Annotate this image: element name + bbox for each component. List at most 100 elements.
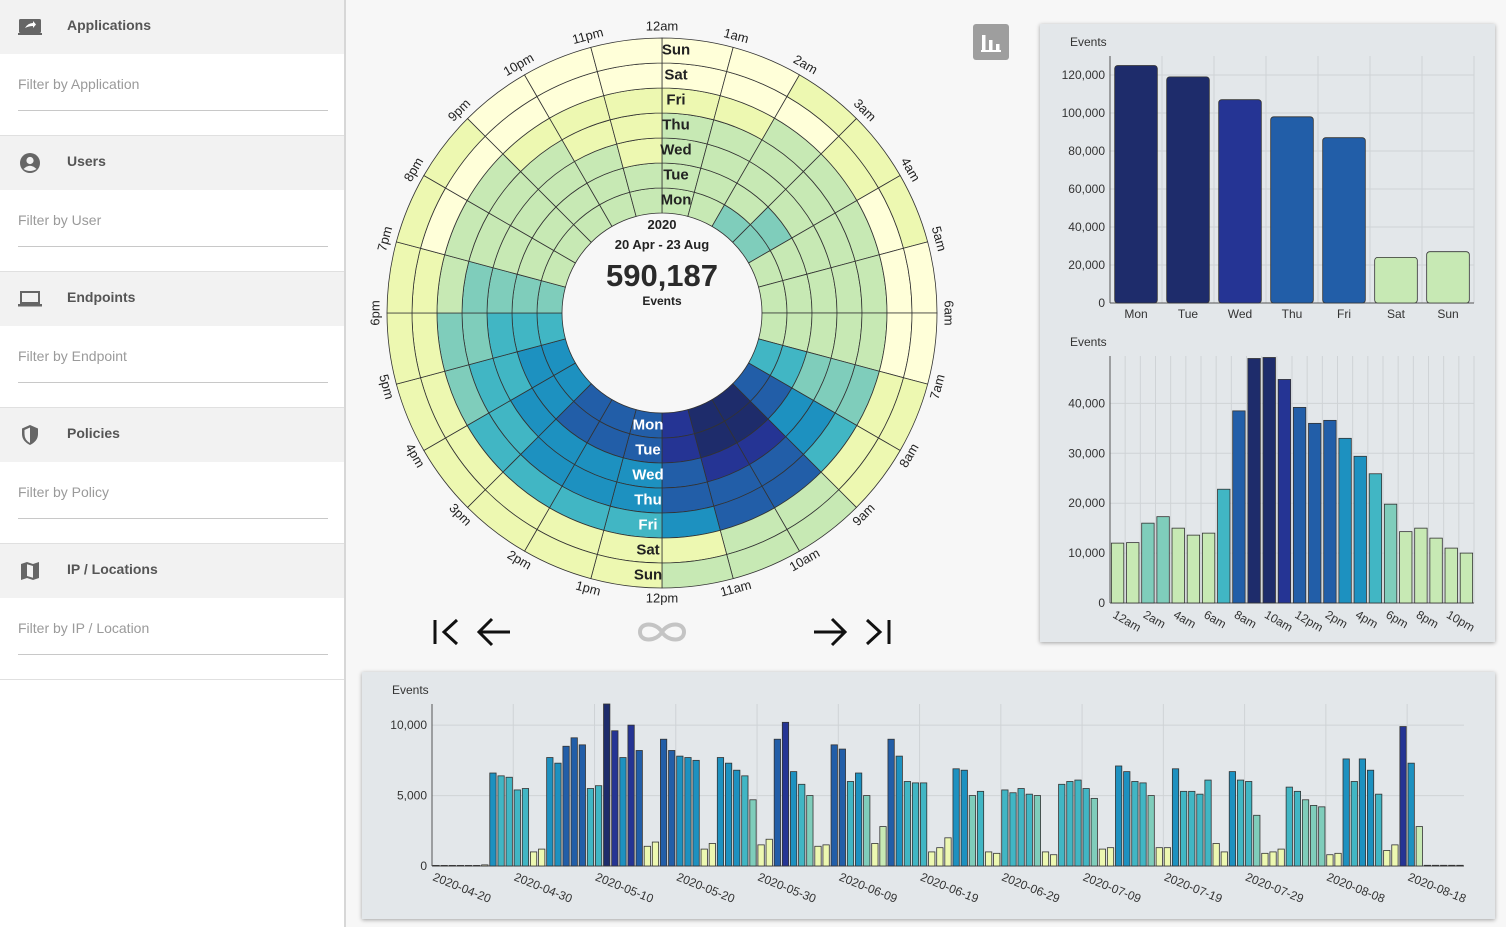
x-tick-label: Fri (1337, 307, 1351, 321)
day-label: Fri (638, 516, 657, 533)
daily-bar-chart[interactable]: Events 0 5,000 10,000 2020-04-20 2020-04-30 20… (362, 672, 1495, 919)
bar (1353, 455, 1367, 604)
bar (1166, 76, 1210, 304)
bar (692, 759, 700, 867)
day-label: Thu (634, 491, 662, 508)
bar (1308, 422, 1322, 604)
bar (773, 738, 781, 867)
ip-location-filter-field[interactable] (18, 612, 328, 655)
bar-chart-icon (981, 35, 1001, 52)
bar (1041, 851, 1050, 867)
bar (700, 848, 708, 867)
section-users-header[interactable]: Users (0, 136, 344, 190)
bar (1375, 793, 1383, 867)
x-tick-label: 2020-04-20 (431, 870, 493, 906)
bar (757, 844, 765, 867)
hour-label: 5am (929, 225, 950, 253)
section-applications-header[interactable]: Applications (0, 0, 344, 54)
day-label: Thu (662, 116, 690, 133)
y-axis-title: Events (1070, 335, 1107, 349)
bar (651, 841, 660, 867)
bar (985, 851, 993, 867)
bar (1338, 437, 1352, 604)
bar (1383, 850, 1391, 867)
bar (1322, 137, 1366, 304)
bar (1323, 419, 1337, 604)
shield-icon (22, 425, 38, 445)
endpoint-filter-field[interactable] (18, 340, 328, 383)
bar (1459, 552, 1474, 604)
x-tick-label: 10am (1262, 607, 1295, 634)
bar (497, 775, 505, 867)
x-tick-label: 2am (1141, 607, 1168, 631)
loop-button[interactable] (636, 612, 688, 652)
x-tick-label: 2020-05-20 (675, 870, 737, 906)
heatmap-cell (511, 273, 542, 314)
bar (838, 748, 846, 867)
y-tick-label: 20,000 (1068, 258, 1105, 272)
x-tick-label: 6am (1202, 607, 1229, 631)
endpoint-filter-input[interactable] (18, 340, 318, 364)
x-tick-label: 6pm (1384, 607, 1411, 631)
previous-button[interactable] (474, 612, 514, 652)
day-label: Sat (664, 66, 687, 83)
day-label: Tue (663, 166, 689, 183)
ip-location-filter-input[interactable] (18, 612, 318, 636)
x-tick-label: 2020-04-30 (512, 870, 574, 906)
user-filter-field[interactable] (18, 204, 328, 247)
bar (1261, 852, 1269, 867)
x-tick-label: Wed (1228, 307, 1252, 321)
application-filter-field[interactable] (18, 68, 328, 111)
bar (1025, 793, 1033, 867)
section-policies: Policies (0, 408, 344, 544)
bar (1444, 547, 1458, 604)
hour-label: 7pm (374, 225, 395, 253)
section-ip-locations-header[interactable]: IP / Locations (0, 544, 344, 598)
bar (1050, 854, 1058, 867)
bar (1090, 797, 1098, 867)
bar (1123, 771, 1131, 867)
policy-filter-input[interactable] (18, 476, 318, 500)
bar (1217, 488, 1231, 604)
bar (1141, 522, 1155, 604)
last-button[interactable] (858, 612, 898, 652)
bar (993, 852, 1001, 867)
chart-toggle-button[interactable] (973, 24, 1009, 60)
bar (521, 788, 530, 867)
bar (1131, 781, 1139, 867)
radial-heatmap[interactable]: 12am 1am2am3am4am5am6am7am8am9am10am11am1… (370, 10, 970, 610)
bar (505, 776, 513, 867)
x-tick-label: 2020-06-19 (918, 870, 980, 906)
policy-filter-field[interactable] (18, 476, 328, 519)
weekday-bar-chart[interactable]: Events 0 20,000 40,000 60,000 80,000 100,000 12… (1040, 24, 1495, 324)
bar (920, 782, 928, 867)
bar (1106, 847, 1115, 867)
user-icon (20, 153, 40, 173)
bar (586, 788, 595, 867)
bar (936, 847, 944, 867)
section-policies-header[interactable]: Policies (0, 408, 344, 462)
bar (1155, 847, 1163, 867)
bar (911, 782, 920, 867)
heatmap-cell (782, 312, 813, 353)
bar (960, 769, 968, 867)
bar (887, 738, 895, 867)
first-button[interactable] (426, 612, 466, 652)
bar (1186, 534, 1201, 604)
bar (676, 755, 684, 867)
bar (1196, 793, 1204, 867)
bar (530, 851, 538, 867)
bar (1074, 779, 1082, 867)
section-endpoints-header[interactable]: Endpoints (0, 272, 344, 326)
bar (1066, 781, 1074, 867)
application-filter-input[interactable] (18, 68, 318, 92)
next-button[interactable] (810, 612, 850, 652)
bar (1270, 116, 1314, 304)
bar (830, 744, 838, 867)
user-filter-input[interactable] (18, 204, 318, 228)
x-tick-label: 2020-05-30 (756, 870, 818, 906)
bar (1247, 358, 1261, 604)
bar (1440, 864, 1448, 867)
bar (1220, 851, 1228, 867)
